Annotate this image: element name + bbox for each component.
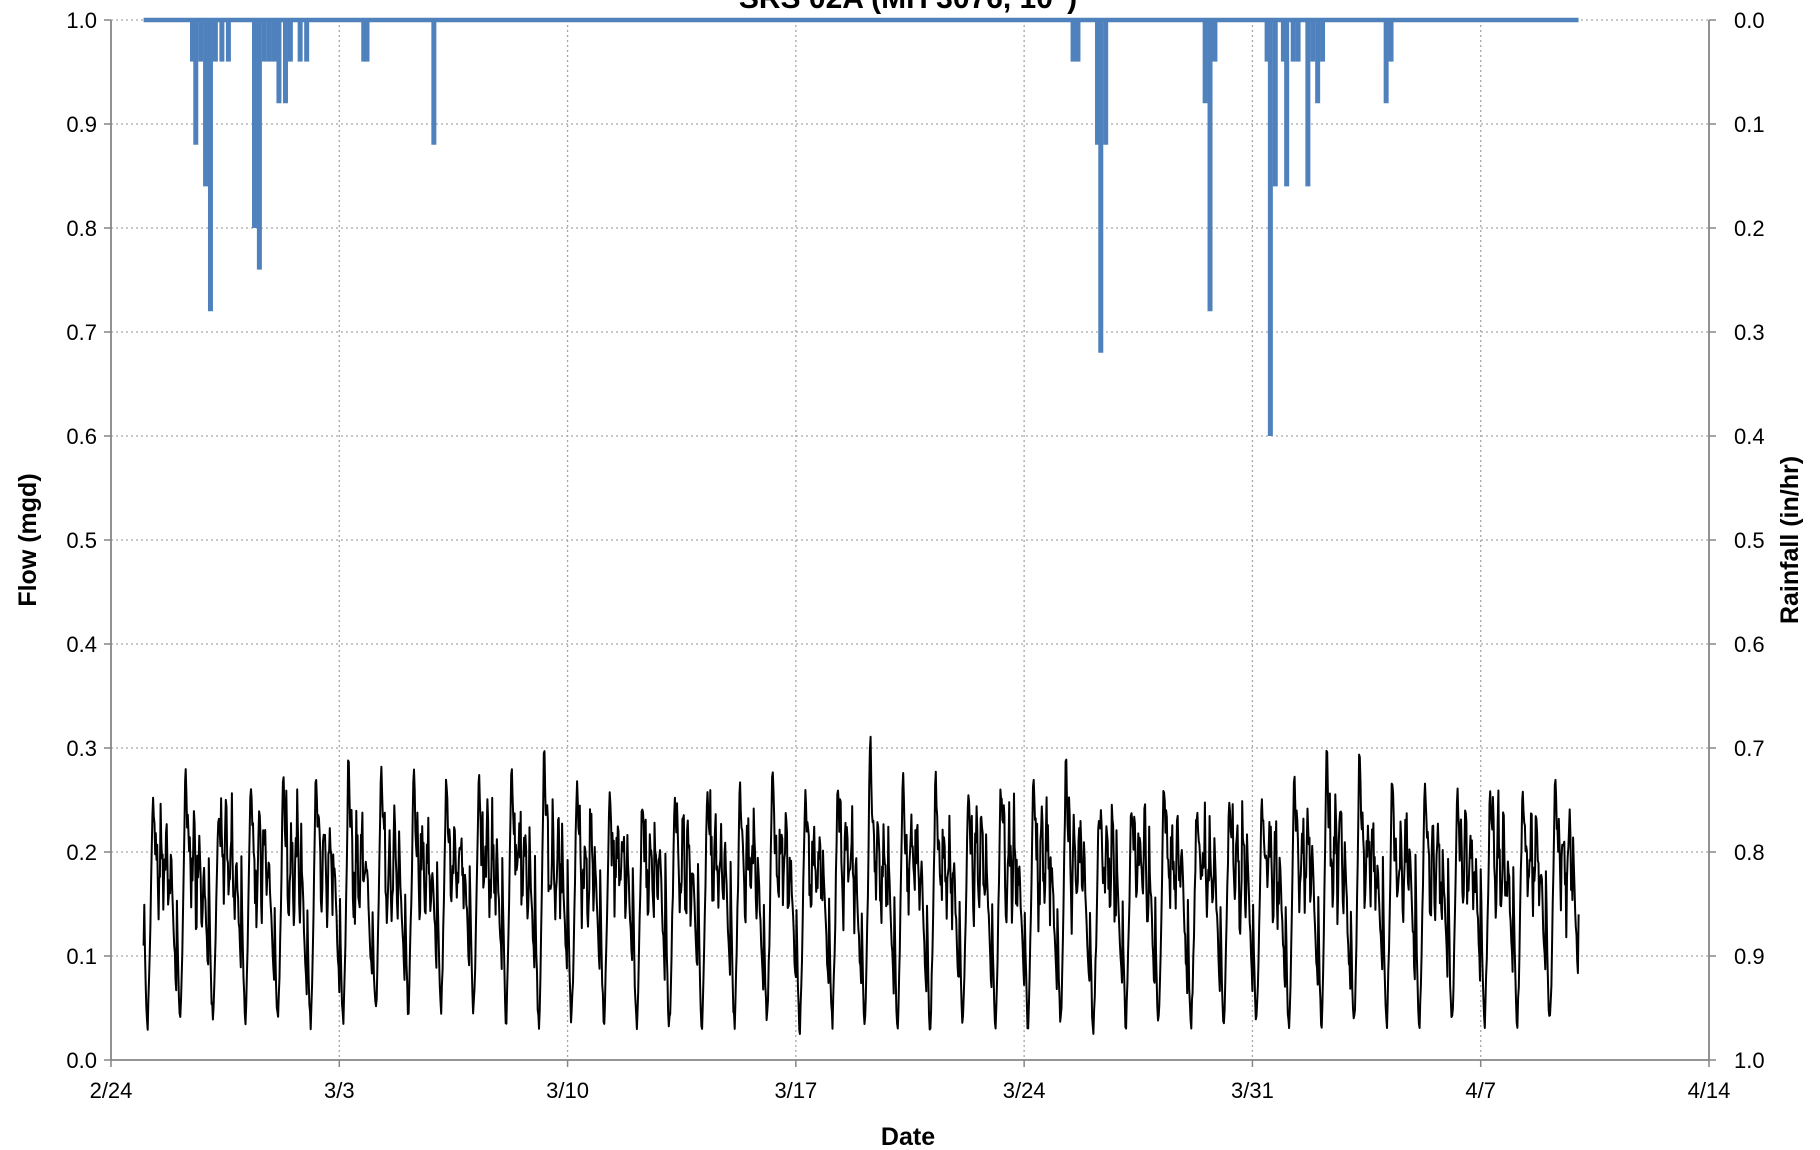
y2-tick-label: 0.0 <box>1734 8 1765 33</box>
y2-axis-title: Rainfall (in/hr) <box>1776 456 1804 624</box>
x-tick-label: 3/17 <box>774 1078 817 1103</box>
y-tick-label: 1.0 <box>66 8 97 33</box>
x-axis-title: Date <box>881 1123 935 1150</box>
y-tick-label: 0.7 <box>66 320 97 345</box>
y-tick-label: 0.6 <box>66 424 97 449</box>
y2-tick-label: 0.2 <box>1734 216 1765 241</box>
y-tick-label: 0.3 <box>66 736 97 761</box>
axes <box>104 19 1716 1067</box>
flow-line <box>142 735 1580 1035</box>
x-tick-label: 3/24 <box>1003 1078 1046 1103</box>
y-tick-label: 0.2 <box>66 840 97 865</box>
x-tick-label: 3/31 <box>1231 1078 1274 1103</box>
gridlines <box>111 19 1709 1060</box>
x-tick-label: 3/3 <box>324 1078 355 1103</box>
tick-labels: 0.0 0.1 0.2 0.3 0.4 0.5 0.6 0.7 0.8 0.9 1.0 0.0 0.1 0… <box>66 8 1764 1103</box>
x-tick-label: 2/24 <box>90 1078 133 1103</box>
y-tick-label: 0.9 <box>66 112 97 137</box>
x-tick-label: 3/10 <box>546 1078 589 1103</box>
y2-tick-label: 0.8 <box>1734 840 1765 865</box>
y-tick-label: 0.0 <box>66 1048 97 1073</box>
y2-tick-label: 0.7 <box>1734 736 1765 761</box>
y-tick-label: 0.8 <box>66 216 97 241</box>
y2-tick-label: 0.5 <box>1734 528 1765 553</box>
y-tick-label: 0.4 <box>66 632 97 657</box>
x-tick-label: 4/14 <box>1688 1078 1731 1103</box>
y2-tick-label: 0.6 <box>1734 632 1765 657</box>
y-tick-label: 0.1 <box>66 944 97 969</box>
y2-tick-label: 1.0 <box>1734 1048 1765 1073</box>
y-axis-title: Flow (mgd) <box>14 473 42 606</box>
rainfall-series <box>143 17 1579 436</box>
flow-series <box>142 735 1580 1035</box>
chart-title: SRS 02A (MH 3076, 10") <box>739 0 1077 15</box>
y-tick-label: 0.5 <box>66 528 97 553</box>
y2-tick-label: 0.3 <box>1734 320 1765 345</box>
y2-tick-label: 0.4 <box>1734 424 1765 449</box>
y2-tick-label: 0.9 <box>1734 944 1765 969</box>
y2-tick-label: 0.1 <box>1734 112 1765 137</box>
x-tick-label: 4/7 <box>1465 1078 1496 1103</box>
